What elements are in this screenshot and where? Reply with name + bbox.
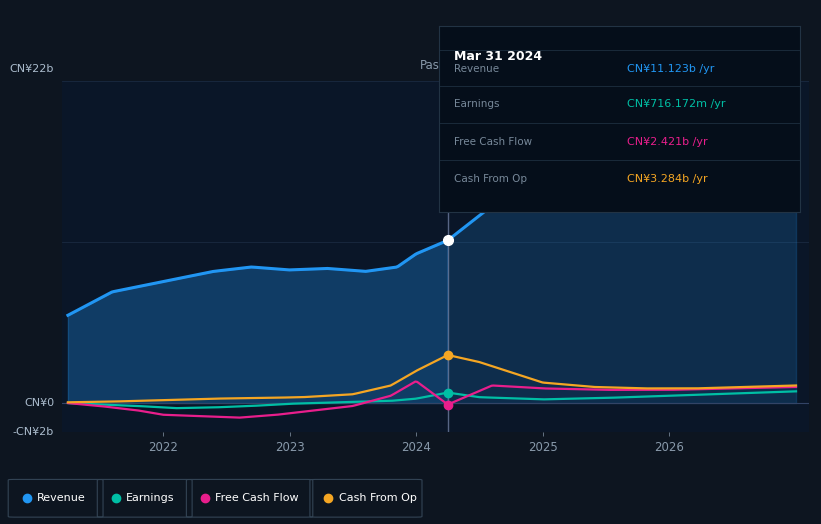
Text: Mar 31 2024: Mar 31 2024 (454, 50, 542, 63)
Text: Earnings: Earnings (126, 493, 175, 503)
Text: -CN¥2b: -CN¥2b (13, 427, 54, 438)
Text: CN¥716.172m /yr: CN¥716.172m /yr (627, 100, 726, 110)
Text: Past: Past (420, 59, 444, 72)
Text: CN¥2.421b /yr: CN¥2.421b /yr (627, 137, 708, 147)
Text: CN¥11.123b /yr: CN¥11.123b /yr (627, 64, 714, 74)
Text: Analysts Forecasts: Analysts Forecasts (452, 59, 562, 72)
Text: Revenue: Revenue (454, 64, 499, 74)
Text: CN¥0: CN¥0 (24, 398, 54, 408)
Text: Cash From Op: Cash From Op (338, 493, 416, 503)
Text: CN¥22b: CN¥22b (10, 64, 54, 74)
Text: Cash From Op: Cash From Op (454, 174, 527, 184)
Text: Earnings: Earnings (454, 100, 499, 110)
Text: Free Cash Flow: Free Cash Flow (454, 137, 532, 147)
Text: Free Cash Flow: Free Cash Flow (215, 493, 299, 503)
Text: Revenue: Revenue (37, 493, 85, 503)
Text: CN¥3.284b /yr: CN¥3.284b /yr (627, 174, 708, 184)
